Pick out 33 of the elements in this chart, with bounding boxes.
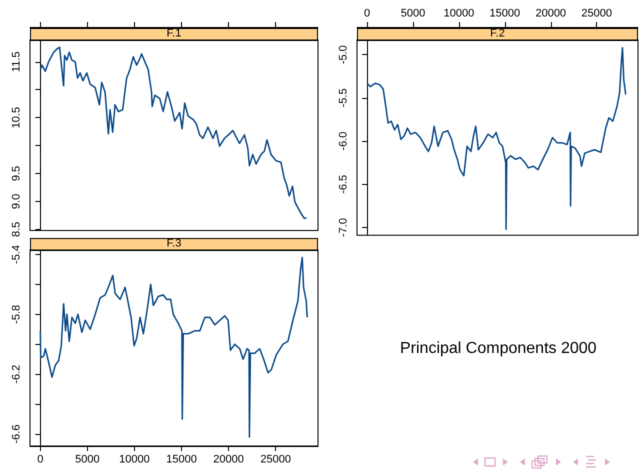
text: Principal Components 2000 bbox=[400, 340, 598, 358]
y-tick-label: -6.6 bbox=[10, 424, 22, 444]
y-tick-label: -5.0 bbox=[338, 45, 350, 64]
x-tick-label: 25000 bbox=[260, 454, 291, 466]
x-tick-label: 0 bbox=[364, 8, 370, 20]
y-tick-label: 9.0 bbox=[10, 194, 22, 210]
x-tick-label: 10000 bbox=[119, 454, 150, 466]
x-tick-label: 0 bbox=[37, 454, 44, 466]
chart-title: F.1 bbox=[166, 28, 182, 40]
y-tick-label: -5.4 bbox=[10, 245, 22, 264]
y-tick-label: 11.5 bbox=[10, 51, 22, 72]
y-tick-label: 8.5 bbox=[10, 222, 22, 238]
line-series bbox=[366, 47, 626, 230]
y-tick-label: -6.0 bbox=[338, 132, 350, 151]
x-tick-label: 15000 bbox=[166, 454, 197, 466]
x-tick-label: 15000 bbox=[490, 8, 520, 20]
line-series bbox=[40, 256, 308, 438]
x-tick-label: 20000 bbox=[213, 454, 244, 466]
x-tick-label: 25000 bbox=[581, 8, 612, 20]
chart-title: F.2 bbox=[490, 28, 505, 40]
x-tick-label: 10000 bbox=[444, 8, 474, 20]
y-tick-label: -5.8 bbox=[10, 304, 22, 324]
y-tick-label: -6.2 bbox=[10, 364, 22, 384]
y-tick-label: 9.5 bbox=[10, 166, 22, 182]
x-tick-label: 20000 bbox=[535, 8, 566, 20]
y-tick-label: -7.0 bbox=[338, 218, 350, 238]
y-tick-label: 10.5 bbox=[10, 106, 22, 128]
line-series bbox=[40, 46, 308, 219]
x-tick-label: 5000 bbox=[75, 454, 100, 466]
y-tick-label: -5.5 bbox=[338, 88, 350, 108]
y-tick-label: -6.5 bbox=[338, 174, 350, 194]
chart-title: F.3 bbox=[166, 238, 182, 250]
x-tick-label: 5000 bbox=[400, 8, 426, 20]
